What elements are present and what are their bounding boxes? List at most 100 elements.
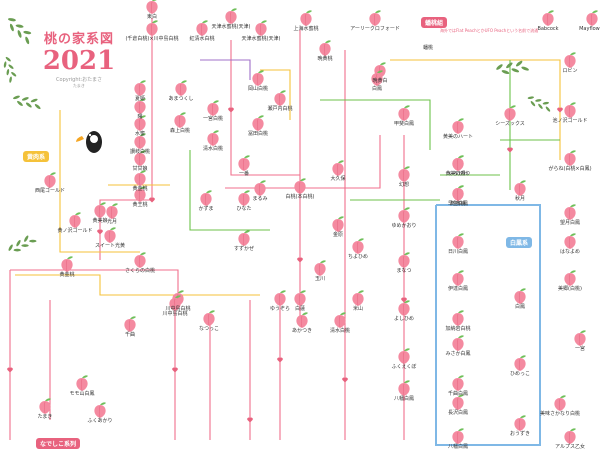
peach-label-sakigake: 晩黄白 bbox=[372, 78, 388, 84]
peach-icon bbox=[94, 202, 106, 218]
peach-label-chiyoda: (千倉白桃)×川中島白桃 bbox=[125, 36, 179, 42]
peach-icon bbox=[274, 290, 286, 306]
peach-icon bbox=[332, 160, 344, 176]
peach-icon bbox=[514, 180, 526, 196]
heart-icon bbox=[247, 417, 253, 423]
peach-icon bbox=[398, 252, 410, 268]
leaf-icon bbox=[527, 96, 551, 112]
peach-icon bbox=[124, 316, 136, 332]
peach-label-suzukaze: すずかぜ bbox=[233, 246, 255, 252]
connector-line bbox=[225, 135, 381, 189]
title-sub: たまき bbox=[73, 82, 85, 88]
heart-icon bbox=[277, 357, 283, 363]
peach-icon bbox=[574, 330, 586, 346]
peach-icon bbox=[252, 70, 264, 86]
peach-label-kaorin: 黄美の香り bbox=[445, 171, 471, 177]
peach-label-kankan: 甘甘娘 bbox=[132, 166, 148, 172]
peach-label-hanayome: はなよめ bbox=[559, 249, 581, 255]
peach-icon bbox=[146, 20, 158, 36]
peach-icon bbox=[398, 380, 410, 396]
peach-label-seasons: シーズックス bbox=[495, 121, 525, 127]
peach-icon bbox=[238, 190, 250, 206]
peach-icon bbox=[200, 190, 212, 206]
peach-label-hinata: ひなた bbox=[236, 206, 252, 212]
peach-label-kinkyo: 晩黄桃 bbox=[317, 56, 333, 62]
peach-label-hakuou: 白鳳 bbox=[514, 304, 526, 310]
peach-label-shimizuB: 清水白桃 bbox=[329, 328, 351, 334]
peach-icon bbox=[203, 310, 215, 326]
peach-icon bbox=[542, 10, 554, 26]
connector-line bbox=[15, 274, 260, 296]
group-bottom-tag: なでしこ系列 bbox=[36, 438, 81, 449]
peach-label-higashi: 東白 bbox=[146, 14, 158, 20]
peach-icon bbox=[44, 172, 56, 188]
peach-icon bbox=[452, 310, 464, 326]
peach-icon bbox=[238, 230, 250, 246]
peach-icon bbox=[196, 20, 208, 36]
flat-peach-tag: 蟠桃組 bbox=[421, 17, 448, 28]
peach-label-kinbara: 金原 bbox=[332, 232, 344, 238]
heart-icon bbox=[149, 197, 155, 203]
peach-label-natsuki: 夏姫 bbox=[134, 96, 146, 102]
peach-label-alps: アルプス乙女 bbox=[555, 444, 585, 450]
peach-label-tenjin: 天津水蜜桃(天津) bbox=[211, 24, 251, 30]
peach-label-kounomi: 黄美のハート bbox=[442, 134, 474, 140]
peach-icon bbox=[238, 155, 250, 171]
heart-icon bbox=[172, 367, 178, 373]
peach-label-nagasawa: 長沢白鳳 bbox=[447, 410, 469, 416]
peach-label-shanghai: 上海水蜜桃 bbox=[293, 26, 319, 32]
peach-label-ichinomiya: 一宮白桃 bbox=[202, 116, 224, 122]
peach-label-oku: 大久保 bbox=[330, 176, 346, 182]
peach-label-sanuki: 讃岐白桃 bbox=[129, 149, 151, 155]
peach-icon bbox=[252, 115, 264, 131]
peach-icon bbox=[254, 180, 266, 196]
peach-label-akizuki: 秋月 bbox=[514, 196, 526, 202]
peach-label-mikawa: みさか白鳳 bbox=[445, 351, 471, 357]
peach-icon bbox=[398, 105, 410, 121]
peach-label-ouzuki: おうずき bbox=[509, 431, 531, 437]
heart-icon bbox=[507, 147, 513, 153]
leaf-icon bbox=[13, 95, 41, 110]
peach-icon bbox=[300, 10, 312, 26]
peach-icon bbox=[134, 170, 146, 186]
peach-icon bbox=[134, 133, 146, 149]
flat-peach-item: 蟠桃 bbox=[422, 45, 434, 51]
peach-label-suimitsu: 水蜜 bbox=[134, 131, 146, 137]
peach-icon bbox=[564, 52, 576, 68]
peach-label-marumi: まるみ bbox=[252, 196, 268, 202]
peach-label-chiyogen: ちよひめ bbox=[347, 254, 369, 260]
peach-icon bbox=[134, 252, 146, 268]
peach-icon bbox=[452, 118, 464, 134]
peach-label-mayflower: Mayflower bbox=[579, 26, 600, 32]
peach-icon bbox=[207, 130, 219, 146]
peach-icon bbox=[76, 375, 88, 391]
peach-icon bbox=[504, 105, 516, 121]
peach-icon bbox=[169, 295, 181, 311]
peach-label-tamaki: たまき bbox=[37, 414, 53, 420]
peach-label-amatsu: あまつくし bbox=[168, 96, 194, 102]
peach-label-tamagawa: 玉川 bbox=[314, 276, 326, 282]
peach-label-okayama: 岡山白桃 bbox=[247, 86, 269, 92]
peach-label-yamato: 冨田白桃 bbox=[247, 131, 269, 137]
peach-label-arly: アーリークロフォード bbox=[350, 26, 400, 32]
peach-icon bbox=[134, 115, 146, 131]
peach-icon bbox=[175, 80, 187, 96]
peach-icon bbox=[106, 203, 118, 219]
peach-label-natsukko: なつっこ bbox=[198, 326, 220, 332]
peach-icon bbox=[514, 355, 526, 371]
peach-label-hikari: 光月 bbox=[106, 219, 118, 225]
peach-label-hataka: 八幡白鳳 bbox=[447, 444, 469, 450]
peach-icon bbox=[61, 256, 73, 272]
leaf-icon bbox=[8, 235, 37, 252]
peach-icon bbox=[398, 207, 410, 223]
peach-icon bbox=[564, 233, 576, 249]
peach-icon bbox=[452, 185, 464, 201]
connector-line bbox=[59, 110, 140, 253]
title-main: 桃の家系図 bbox=[43, 32, 114, 47]
peach-icon bbox=[255, 20, 267, 36]
peach-label-hakuho: 白鳳 bbox=[371, 86, 383, 92]
peach-label-kinshou: 黄王桃 bbox=[132, 202, 148, 208]
peach-label-mano: まなつ bbox=[396, 268, 412, 274]
peach-label-momoyama: モモ山白鳳 bbox=[69, 391, 95, 397]
